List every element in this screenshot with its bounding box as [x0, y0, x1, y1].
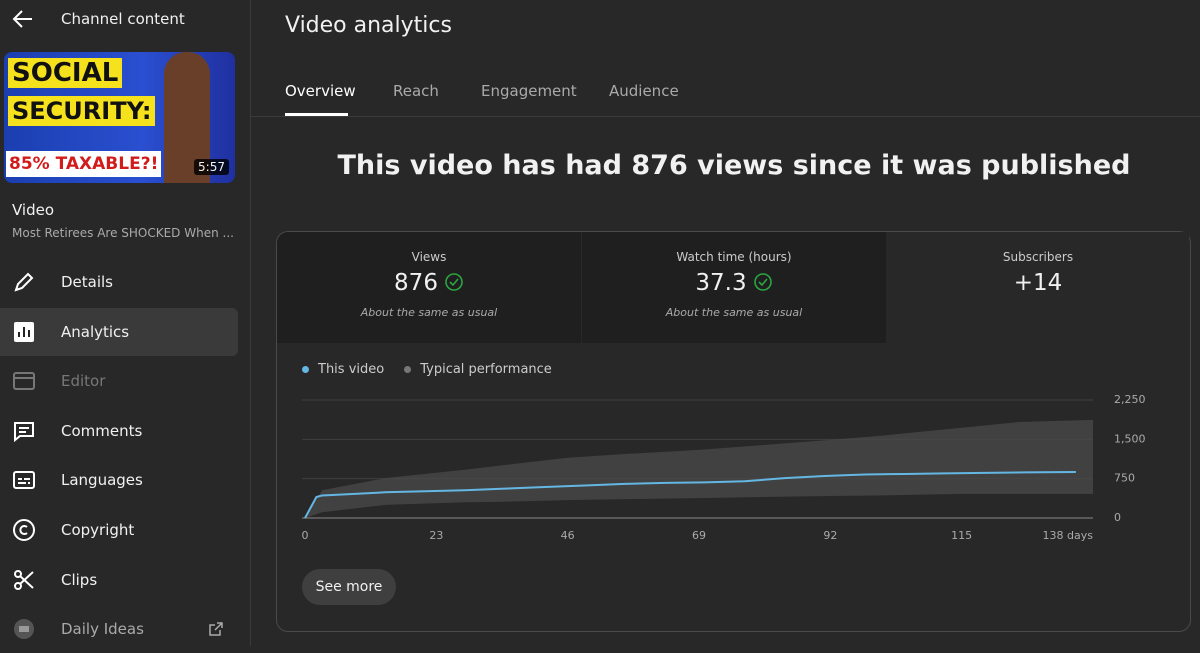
nav-item[interactable]: Analytics [0, 307, 238, 356]
nav-label: Languages [61, 471, 143, 490]
thumb-text: SOCIAL [8, 58, 123, 88]
chart: 0 750 1,500 2,250 0 23 46 69 92 115 138 days [302, 393, 1146, 542]
nav-label: Clips [61, 570, 98, 589]
video-title: Most Retirees Are SHOCKED When ... [12, 226, 234, 240]
nav-label: Editor [61, 372, 106, 391]
nav-item[interactable]: Details [0, 258, 238, 306]
see-more-button[interactable]: See more [302, 569, 396, 605]
legend-label: This video [318, 362, 385, 377]
external-icon [209, 622, 223, 636]
nav-item[interactable]: Languages [0, 456, 238, 504]
nav-item[interactable]: Comments [0, 407, 238, 455]
thumb-text: SECURITY: [8, 96, 156, 126]
page-title: Video analytics [285, 13, 452, 38]
tab[interactable]: Audience [609, 82, 679, 100]
metric-card[interactable]: Subscribers +14 [887, 232, 1189, 343]
metric-value: 876 [277, 270, 581, 296]
x-tick-label: 69 [692, 529, 706, 542]
nav-icon [14, 272, 34, 292]
nav-item[interactable]: Clips [0, 556, 238, 604]
headline: This video has had 876 views since it wa… [337, 150, 1131, 181]
metric-note: About the same as usual [360, 306, 498, 319]
nav-icon [14, 421, 34, 442]
nav-label: Comments [61, 421, 143, 440]
tab[interactable]: Engagement [481, 82, 577, 100]
nav-label: Copyright [61, 521, 135, 539]
nav-item[interactable]: Editor [0, 357, 238, 405]
x-tick-label: 46 [561, 529, 575, 542]
nav-icon [13, 372, 35, 391]
nav-item[interactable]: Copyright [0, 506, 238, 554]
duration: 5:57 [194, 159, 229, 175]
metric-label: Subscribers [1002, 250, 1074, 264]
x-tick-label: 0 [302, 529, 309, 542]
y-tick-label: 1,500 [1114, 432, 1146, 445]
nav-item[interactable]: Daily Ideas [0, 605, 238, 653]
typical-band [305, 419, 1093, 518]
video-line [304, 471, 1076, 519]
nav-icon [14, 619, 34, 640]
x-tick-label: 115 [951, 529, 972, 542]
tab[interactable]: Overview [285, 82, 356, 100]
metric-label: Watch time (hours) [676, 250, 792, 264]
x-tick-label: 92 [823, 529, 837, 542]
check-icon [753, 273, 772, 291]
divider [251, 116, 1200, 117]
nav-icon [14, 321, 34, 342]
thumb-text: 85% TAXABLE?! [6, 151, 162, 177]
nav-icon [13, 519, 35, 541]
tab-underline [285, 113, 348, 116]
sidebar: Channel content SOCIAL SECURITY: 85% TAX… [0, 0, 251, 646]
nav-icon [13, 471, 35, 490]
metric-card[interactable]: Views 876 About the same as usual [277, 232, 581, 343]
legend-dot [302, 366, 309, 373]
y-tick-label: 750 [1114, 472, 1135, 485]
nav-label: Analytics [61, 322, 130, 341]
back-label: Channel content [61, 10, 185, 28]
y-tick-label: 2,250 [1114, 393, 1146, 406]
back-arrow[interactable] [12, 9, 34, 29]
tab[interactable]: Reach [393, 82, 439, 100]
check-icon [445, 273, 463, 291]
thumbnail[interactable]: SOCIAL SECURITY: 85% TAXABLE?! 5:57 [4, 52, 235, 183]
legend-label: Typical performance [420, 362, 552, 377]
nav-icon [14, 569, 34, 590]
analytics-card [276, 231, 1191, 632]
metric-value: 37.3 [582, 270, 886, 296]
metric-label: Views [411, 250, 447, 264]
x-tick-label: 23 [429, 529, 443, 542]
nav-label: Details [61, 273, 114, 291]
legend-dot [404, 366, 412, 373]
y-tick-label: 0 [1114, 511, 1121, 524]
x-tick-label: 138 days [1043, 529, 1094, 542]
metric-value: +14 [1013, 270, 1063, 296]
video-label: Video [12, 201, 55, 219]
metric-card[interactable]: Watch time (hours) 37.3 About the same as … [582, 232, 886, 343]
nav-label: Daily Ideas [61, 620, 144, 639]
metric-note: About the same as usual [665, 306, 803, 319]
